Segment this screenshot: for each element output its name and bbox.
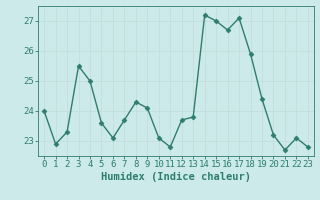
X-axis label: Humidex (Indice chaleur): Humidex (Indice chaleur) [101, 172, 251, 182]
